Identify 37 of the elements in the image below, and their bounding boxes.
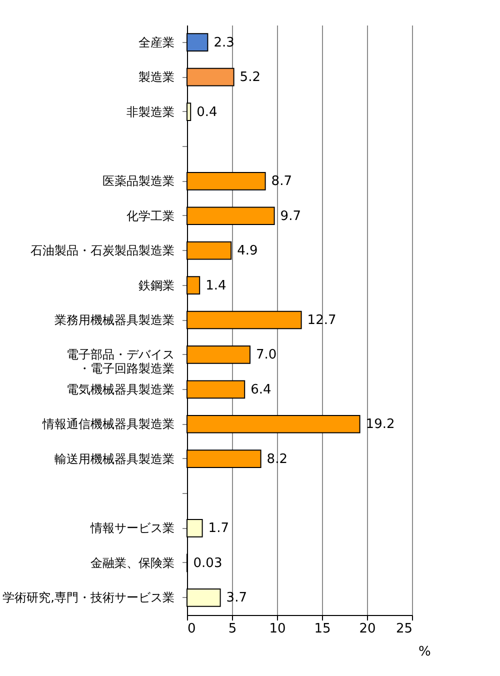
data-label: 7.0	[256, 348, 277, 363]
y-tick-label: 情報通信機械器具製造業	[42, 417, 174, 432]
x-tick-label: 15	[314, 622, 331, 636]
data-label: 1.4	[206, 278, 226, 294]
y-tick-label: 金融業、保険業	[90, 556, 174, 570]
data-label: 19.2	[366, 417, 395, 432]
data-label: 0.4	[196, 104, 218, 120]
y-tick-label: 医薬品製造業	[102, 174, 174, 188]
x-tick-label: 0	[188, 622, 196, 636]
x-tick-label: 10	[269, 622, 286, 636]
data-label: 6.4	[250, 382, 272, 398]
data-label: 8.7	[271, 174, 292, 190]
data-label: 2.3	[214, 35, 234, 50]
y-tick-label: 業務用機械器具製造業	[54, 313, 174, 327]
y-tick-label: 輸送用機械器具製造業	[54, 452, 174, 466]
x-axis-title: %	[418, 644, 431, 660]
y-tick-label: 化学工業	[126, 208, 174, 223]
y-tick-label: 電気機械器具製造業	[66, 382, 174, 396]
y-tick-label: 電子部品・デバイス・電子回路製造業	[66, 348, 174, 376]
y-tick-label: 製造業	[138, 70, 174, 84]
x-tick-label: 5	[228, 622, 237, 636]
data-label: 8.2	[266, 452, 288, 467]
y-tick-label: 非製造業	[126, 104, 174, 119]
y-tick-label: 石油製品・石炭製品製造業	[30, 244, 174, 258]
data-label: 9.7	[280, 208, 301, 224]
y-tick-label: 鉄鋼業	[138, 278, 174, 292]
y-tick-label: 情報サービス業	[90, 521, 174, 536]
y-tick-label: 学術研究,専門・技術サービス業	[2, 590, 174, 605]
data-label: 1.7	[208, 521, 229, 536]
data-label: 0.03	[193, 556, 222, 571]
x-tick-label: 20	[359, 622, 376, 636]
x-tick-label: 25	[396, 622, 412, 636]
y-tick-label: 全産業	[138, 35, 174, 50]
data-label: 4.9	[237, 244, 258, 259]
data-label: 5.2	[240, 70, 260, 86]
data-label: 12.7	[307, 313, 336, 328]
data-label: 3.7	[226, 590, 247, 606]
